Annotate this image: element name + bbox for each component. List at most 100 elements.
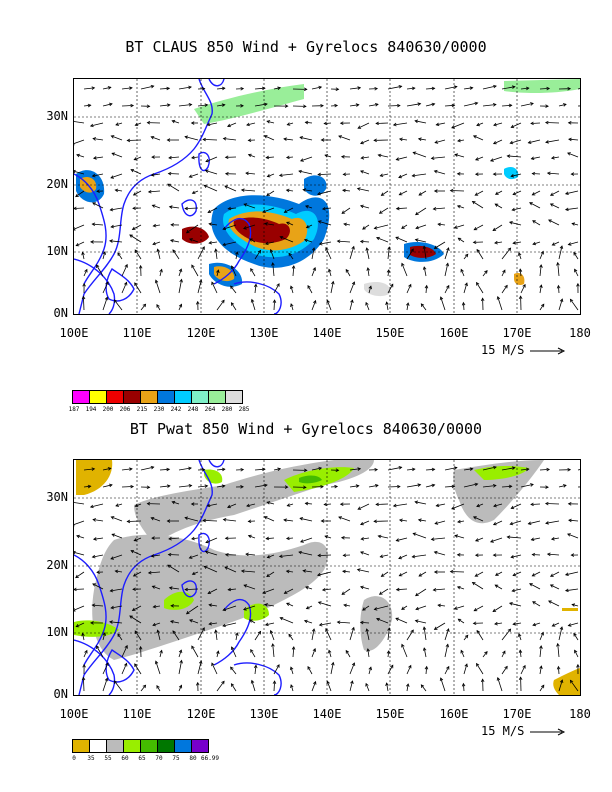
wind-arrow (385, 301, 389, 311)
wind-arrow (235, 104, 244, 108)
wind-arrow (451, 122, 465, 129)
wind-arrow (501, 247, 512, 260)
wind-arrow (140, 485, 151, 490)
wind-arrow (117, 252, 123, 260)
wind-arrow (474, 553, 484, 557)
lat-label: 0N (53, 306, 68, 320)
wind-arrow (512, 190, 522, 196)
wind-arrow (376, 617, 389, 624)
wind-arrow (406, 483, 422, 488)
wind-arrow (415, 588, 427, 597)
reference-vector-label: 15 M/S (481, 344, 566, 356)
wind-arrow (496, 677, 503, 692)
wind-arrow (189, 619, 199, 624)
wind-arrow (349, 467, 362, 471)
wind-arrow (89, 503, 104, 509)
wind-arrow (81, 632, 85, 641)
wind-arrow (178, 684, 183, 692)
wind-arrow (299, 136, 313, 141)
wind-arrow (168, 205, 180, 209)
wind-arrow (412, 532, 427, 539)
wind-arrow (121, 103, 135, 108)
wind-arrow (311, 247, 316, 260)
wind-arrow (178, 484, 193, 488)
wind-arrow (398, 554, 408, 560)
wind-arrow (510, 122, 522, 129)
wind-arrow (366, 267, 370, 277)
wind-arrow (453, 605, 465, 610)
wind-arrow (451, 503, 465, 510)
wind-arrow (558, 245, 564, 260)
wind-arrow (398, 190, 408, 196)
coastline (213, 598, 252, 666)
wind-arrow (92, 156, 104, 160)
wind-arrow (132, 190, 142, 196)
cloud-region (194, 84, 304, 124)
wind-arrow (264, 241, 275, 246)
wind-arrow (83, 484, 92, 489)
wind-arrow (444, 262, 450, 277)
wind-arrow (74, 169, 85, 175)
lon-label: 180 (569, 326, 591, 340)
wind-arrow (527, 520, 541, 525)
wind-arrow (74, 520, 85, 527)
wind-arrow (208, 240, 218, 245)
wind-arrow (489, 156, 503, 162)
wind-arrow (109, 239, 123, 243)
wind-arrow (115, 122, 123, 126)
wind-arrow (102, 281, 109, 294)
colorbar-label: 206 (119, 406, 131, 413)
wind-arrow (564, 571, 579, 576)
wind-arrow (494, 584, 503, 590)
lon-label: 130E (249, 326, 279, 340)
wind-arrow (235, 485, 244, 489)
wind-arrow (539, 645, 543, 658)
wind-arrow (214, 248, 218, 260)
wind-arrow (392, 122, 408, 127)
wind-arrow (92, 202, 104, 209)
wind-arrow (113, 299, 123, 311)
wind-arrow (311, 299, 317, 311)
wind-arrow (222, 518, 237, 522)
bottom-colorbar (72, 739, 209, 753)
wind-arrow (387, 103, 401, 108)
wind-arrow (247, 153, 256, 158)
wind-arrow (156, 248, 161, 260)
wind-arrow (456, 586, 465, 590)
wind-arrow (134, 503, 142, 507)
wind-arrow (368, 467, 379, 472)
wind-arrow (172, 630, 180, 641)
wind-arrow (377, 153, 389, 158)
wind-arrow (278, 173, 294, 177)
wind-arrow (359, 620, 370, 625)
wind-arrow (154, 279, 161, 294)
wind-arrow (185, 224, 199, 234)
wind-arrow (214, 629, 218, 641)
wind-arrow (510, 554, 522, 559)
wind-arrow (323, 502, 332, 507)
wind-arrow (311, 648, 316, 658)
wind-arrow (492, 605, 503, 613)
wind-arrow (529, 202, 541, 209)
wind-arrow (395, 617, 408, 624)
wind-arrow (482, 651, 488, 658)
wind-arrow (539, 284, 543, 294)
wind-arrow (197, 627, 205, 641)
wind-arrow (342, 553, 351, 558)
wind-arrow (463, 101, 479, 107)
wind-arrow (463, 467, 474, 471)
wind-arrow (74, 224, 85, 231)
wind-arrow (326, 299, 332, 311)
wind-arrow (206, 503, 218, 508)
coastline (181, 199, 197, 217)
wind-arrow (336, 239, 351, 244)
wind-arrow (82, 663, 86, 675)
lon-label: 170E (502, 707, 532, 721)
coastline (213, 217, 252, 285)
wind-arrow (167, 552, 180, 557)
wind-arrow (205, 156, 218, 163)
cloud-region (504, 79, 580, 94)
graticule (74, 460, 580, 695)
wind-arrow (439, 677, 446, 692)
coastline (78, 460, 213, 695)
